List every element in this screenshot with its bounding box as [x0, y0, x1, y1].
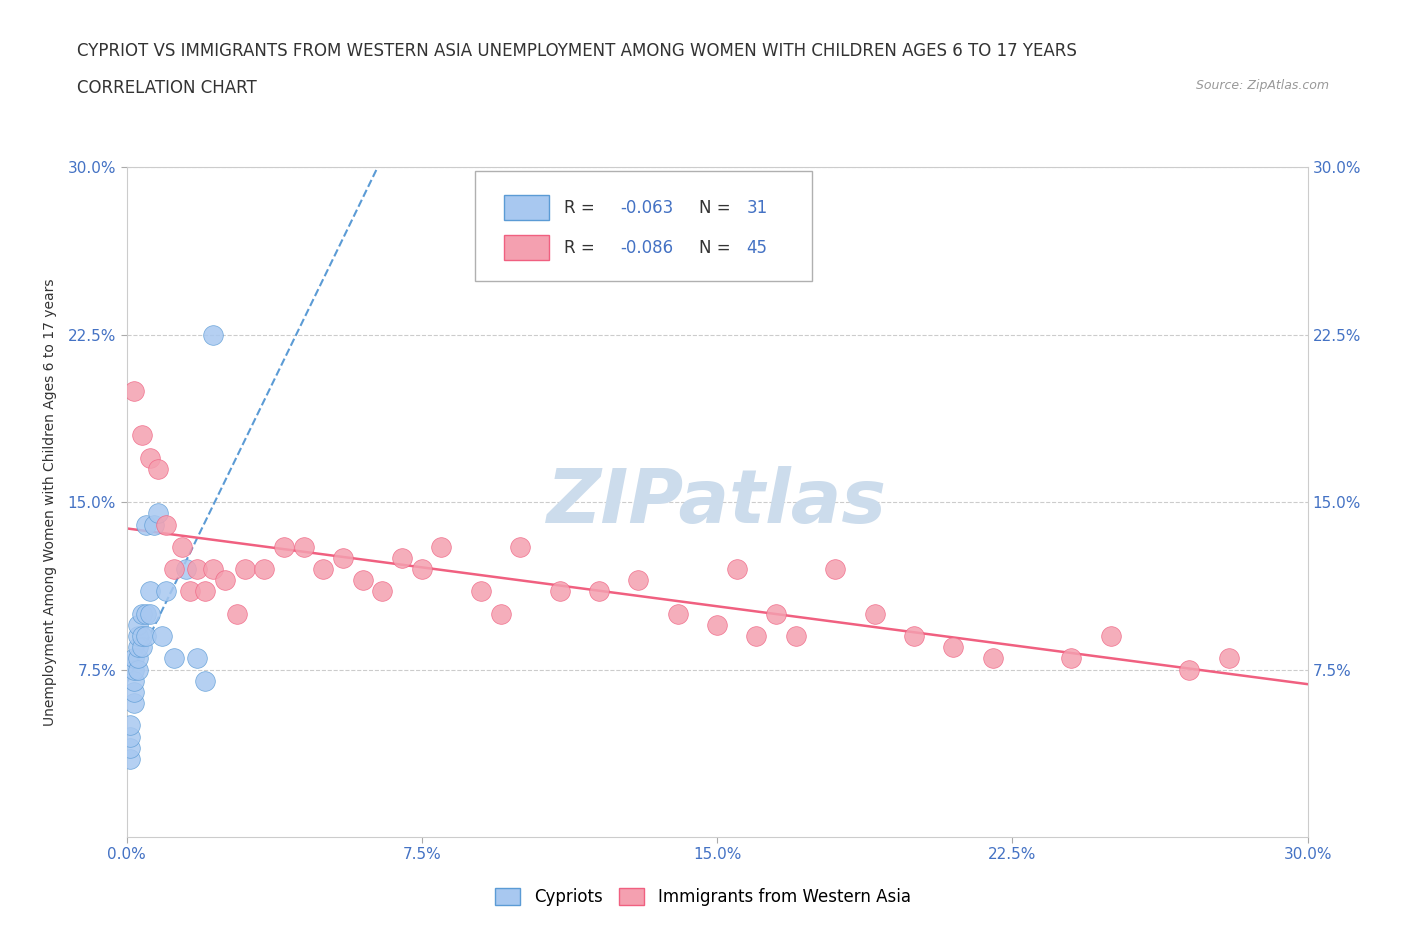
Point: [202, 562, 225, 577]
Point: [124, 696, 146, 711]
Text: CORRELATION CHART: CORRELATION CHART: [77, 79, 257, 97]
Point: [131, 629, 153, 644]
Point: [1099, 629, 1122, 644]
Point: [903, 629, 925, 644]
Point: [489, 606, 512, 621]
Point: [150, 629, 173, 644]
Point: [1178, 662, 1201, 677]
Text: R =: R =: [564, 239, 599, 257]
Text: 31: 31: [747, 199, 768, 217]
Point: [127, 618, 149, 632]
Point: [332, 551, 354, 565]
Point: [725, 562, 748, 577]
Point: [352, 573, 374, 588]
Point: [124, 662, 146, 677]
Legend: Cypriots, Immigrants from Western Asia: Cypriots, Immigrants from Western Asia: [489, 881, 917, 912]
Point: [124, 684, 146, 699]
Point: [627, 573, 650, 588]
Point: [170, 539, 193, 554]
Point: [214, 573, 236, 588]
Point: [155, 584, 177, 599]
Point: [292, 539, 315, 554]
Point: [824, 562, 846, 577]
Text: 45: 45: [747, 239, 768, 257]
Point: [666, 606, 689, 621]
Point: [174, 562, 197, 577]
Text: CYPRIOT VS IMMIGRANTS FROM WESTERN ASIA UNEMPLOYMENT AMONG WOMEN WITH CHILDREN A: CYPRIOT VS IMMIGRANTS FROM WESTERN ASIA …: [77, 42, 1077, 60]
Text: N =: N =: [699, 199, 737, 217]
Point: [202, 327, 225, 342]
Point: [135, 606, 157, 621]
Point: [127, 662, 149, 677]
Point: [942, 640, 965, 655]
Point: [139, 450, 162, 465]
Point: [155, 517, 177, 532]
Point: [470, 584, 492, 599]
Point: [745, 629, 768, 644]
Point: [127, 640, 149, 655]
Point: [509, 539, 531, 554]
Point: [127, 629, 149, 644]
Point: [120, 751, 142, 766]
Point: [765, 606, 787, 621]
Point: [1218, 651, 1240, 666]
Point: [186, 651, 208, 666]
FancyBboxPatch shape: [505, 235, 550, 260]
Point: [179, 584, 201, 599]
Point: [194, 584, 217, 599]
Point: [146, 461, 169, 476]
Point: [411, 562, 433, 577]
Text: N =: N =: [699, 239, 737, 257]
Point: [391, 551, 413, 565]
Text: R =: R =: [564, 199, 599, 217]
Point: [863, 606, 886, 621]
Point: [1060, 651, 1083, 666]
Point: [163, 651, 186, 666]
Text: ZIPatlas: ZIPatlas: [547, 466, 887, 538]
Point: [233, 562, 256, 577]
Point: [273, 539, 295, 554]
Text: Source: ZipAtlas.com: Source: ZipAtlas.com: [1195, 79, 1329, 92]
Point: [135, 629, 157, 644]
Point: [706, 618, 728, 632]
Point: [253, 562, 276, 577]
Point: [548, 584, 571, 599]
Point: [194, 673, 217, 688]
Point: [588, 584, 610, 599]
Y-axis label: Unemployment Among Women with Children Ages 6 to 17 years: Unemployment Among Women with Children A…: [42, 278, 56, 726]
Point: [131, 606, 153, 621]
Text: -0.086: -0.086: [620, 239, 673, 257]
Point: [124, 383, 146, 398]
Point: [127, 651, 149, 666]
Point: [146, 506, 169, 521]
Point: [135, 517, 157, 532]
Point: [430, 539, 453, 554]
Text: -0.063: -0.063: [620, 199, 673, 217]
Point: [124, 673, 146, 688]
FancyBboxPatch shape: [475, 171, 811, 281]
Point: [139, 584, 162, 599]
FancyBboxPatch shape: [505, 195, 550, 220]
Point: [124, 651, 146, 666]
Point: [120, 729, 142, 744]
Point: [312, 562, 335, 577]
Point: [131, 640, 153, 655]
Point: [120, 740, 142, 755]
Point: [371, 584, 394, 599]
Point: [143, 517, 166, 532]
Point: [120, 718, 142, 733]
Point: [225, 606, 247, 621]
Point: [785, 629, 807, 644]
Point: [139, 606, 162, 621]
Point: [163, 562, 186, 577]
Point: [131, 428, 153, 443]
Point: [186, 562, 208, 577]
Point: [981, 651, 1004, 666]
